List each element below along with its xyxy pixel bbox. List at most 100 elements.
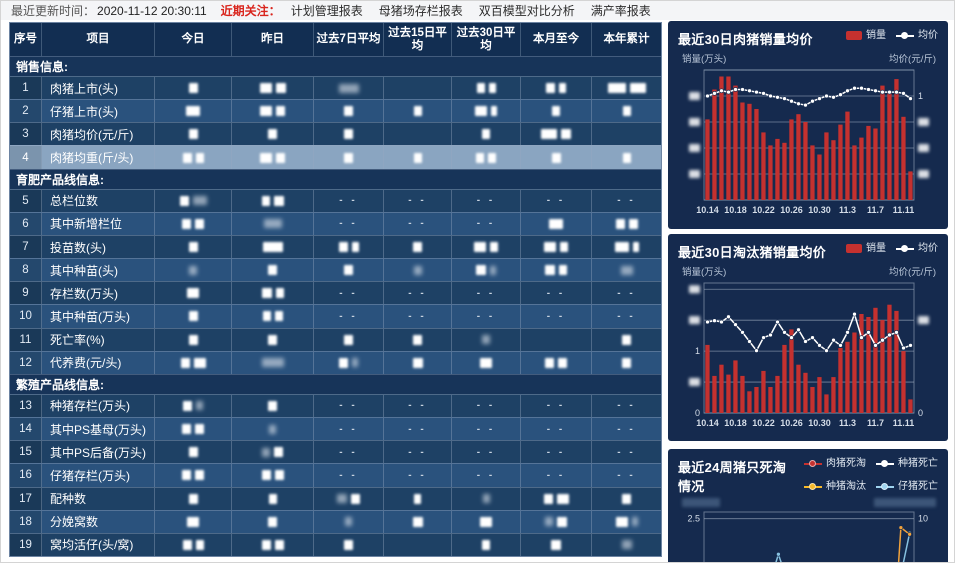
table-row[interactable]: 11 死亡率(%) [10, 327, 661, 351]
no-data-dashes: - - [617, 446, 636, 458]
report-link-0[interactable]: 计划管理报表 [290, 4, 363, 18]
row-item-label: 种猪存栏(万头) [42, 394, 155, 418]
redacted-value [268, 400, 277, 411]
legend-item[interactable]: 均价 [896, 29, 938, 42]
no-data-dashes: - - [339, 218, 358, 230]
legend-line-swatch [896, 31, 914, 40]
table-cell [384, 100, 452, 123]
redacted-value [344, 334, 353, 345]
redacted-value [183, 400, 192, 411]
no-data-dashes: - - [408, 310, 427, 322]
legend-line-swatch [876, 459, 894, 468]
table-row[interactable]: 17 配种数 [10, 486, 661, 510]
table-row[interactable]: 13 种猪存栏(万头) - - - - - - - - - - [10, 393, 661, 418]
table-cell [155, 305, 232, 328]
no-data-dashes: - - [476, 400, 496, 412]
table-row[interactable]: 6 其中新增栏位 - - - - - - [10, 211, 661, 235]
table-cell: - - [592, 464, 661, 486]
no-data-dashes: - - [476, 218, 496, 230]
table-row[interactable]: 3 肉猪均价(元/斤) [10, 122, 661, 146]
table-row[interactable]: 1 肉猪上市(头) [10, 76, 661, 100]
legend-item[interactable]: 种猪淘汰 [804, 480, 866, 493]
table-cell [232, 212, 314, 235]
redacted-value [195, 152, 204, 163]
report-link-2[interactable]: 双百模型对比分析 [478, 4, 575, 18]
svg-text:10.18: 10.18 [724, 418, 747, 428]
table-row[interactable]: 5 总栏位数 - - - - - - - - - - [10, 188, 661, 212]
legend-item[interactable]: 仔猪死亡 [876, 480, 938, 493]
table-row[interactable]: 16 仔猪存栏(万头) - - - - - - - - - - [10, 463, 661, 487]
table-cell [232, 146, 314, 169]
column-header: 过去30日平均 [452, 23, 521, 56]
table-row[interactable]: 19 窝均活仔(头/窝) [10, 532, 661, 556]
table-cell [384, 328, 452, 351]
legend-item[interactable]: 肉猪死淘 [804, 457, 866, 470]
redacted-value [180, 357, 190, 368]
table-cell [592, 534, 661, 556]
table-row[interactable]: 12 代养费(元/头) [10, 350, 661, 374]
svg-text:1: 1 [695, 346, 700, 356]
report-link-1[interactable]: 母猪场存栏报表 [378, 4, 463, 18]
svg-text:10.26: 10.26 [780, 418, 803, 428]
legend-line-swatch [804, 482, 822, 491]
table-row[interactable]: 14 其中PS基母(万头) - - - - - - - - - - [10, 417, 661, 441]
redacted-axis-caption [682, 498, 720, 507]
row-item-label: 仔猪存栏(万头) [42, 464, 155, 487]
table-row[interactable]: 10 其中种苗(万头) - - - - - - - - - - [10, 304, 661, 328]
redacted-value [274, 470, 284, 481]
table-cell [314, 351, 384, 374]
redacted-value [545, 357, 554, 368]
table-row[interactable]: 8 其中种苗(头) [10, 258, 661, 282]
table-row[interactable]: 2 仔猪上市(头) [10, 99, 661, 123]
axis-caption-row [678, 495, 938, 508]
redacted-value [413, 242, 422, 253]
redacted-value [607, 83, 626, 94]
redacted-value [549, 218, 563, 229]
row-number: 10 [10, 305, 42, 328]
table-cell [232, 235, 314, 259]
table-cell [452, 77, 521, 100]
redacted-value [261, 539, 271, 550]
redacted-value [276, 152, 285, 163]
table-row[interactable]: 4 肉猪均重(斤/头) [10, 145, 661, 169]
table-cell [592, 77, 661, 99]
table-row[interactable]: 15 其中PS后备(万头) - - - - - - - - - - [10, 440, 661, 464]
axis-caption-row: 销量(万头) 均价(元/斤) [678, 48, 938, 66]
redacted-value [179, 195, 189, 206]
legend-item[interactable]: 种猪死亡 [876, 457, 938, 470]
no-data-dashes: - - [476, 469, 496, 481]
redacted-value [195, 470, 204, 481]
table-cell [232, 394, 314, 418]
legend-label: 仔猪死亡 [898, 481, 938, 492]
legend-label: 销量 [866, 243, 886, 254]
table-cell [314, 235, 384, 259]
redacted-value [262, 242, 283, 253]
legend-item[interactable]: 销量 [846, 29, 886, 42]
redacted-value [182, 470, 191, 481]
table-cell [384, 259, 452, 282]
legend-item[interactable]: 均价 [896, 242, 938, 255]
redacted-value [188, 129, 198, 140]
report-link-3[interactable]: 满产率报表 [590, 4, 651, 18]
legend-label: 肉猪死淘 [826, 458, 866, 469]
table-row[interactable]: 18 分娩窝数 [10, 509, 661, 533]
no-data-dashes: - - [476, 446, 496, 458]
redacted-value [187, 288, 199, 299]
no-data-dashes: - - [476, 423, 496, 435]
table-row[interactable]: 7 投苗数(头) [10, 234, 661, 259]
redacted-value [268, 129, 277, 140]
redacted-value [482, 494, 490, 504]
redacted-value [182, 152, 192, 163]
legend-label: 均价 [918, 243, 938, 254]
table-cell [452, 351, 521, 374]
redacted-value [614, 242, 629, 253]
redacted-value [621, 540, 632, 550]
table-cell [232, 418, 314, 441]
table-row[interactable]: 9 存栏数(万头) - - - - - - - - - - [10, 281, 661, 305]
redacted-value [261, 358, 284, 368]
legend-item[interactable]: 销量 [846, 242, 886, 255]
redacted-value [628, 218, 638, 229]
table-cell [314, 533, 384, 556]
table-header-row: 序号 项目 今日 昨日 过去7日平均 过去15日平均 过去30日平均 本月至今 本年累计 [10, 23, 661, 56]
redacted-value [559, 265, 567, 276]
